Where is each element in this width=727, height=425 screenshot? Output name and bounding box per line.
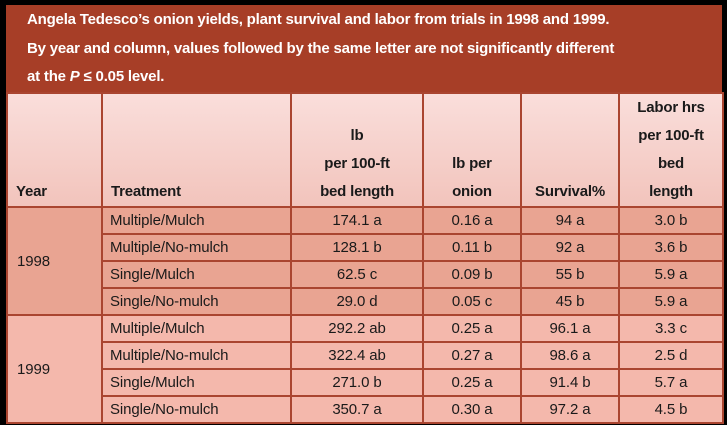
labor-cell: 3.0 b xyxy=(618,206,724,235)
labor-cell: 5.9 a xyxy=(618,260,724,289)
lb-onion-cell: 0.09 b xyxy=(422,260,522,289)
year-cell-1999: 1999 xyxy=(6,314,103,424)
survival-cell: 98.6 a xyxy=(520,341,620,370)
lb-onion-cell: 0.25 a xyxy=(422,314,522,343)
survival-cell: 96.1 a xyxy=(520,314,620,343)
lb-onion-cell: 0.05 c xyxy=(422,287,522,316)
treatment-cell: Single/No-mulch xyxy=(101,287,292,316)
lb-bed-cell: 271.0 b xyxy=(290,368,424,397)
lb-bed-cell: 29.0 d xyxy=(290,287,424,316)
treatment-cell: Multiple/No-mulch xyxy=(101,233,292,262)
lb-bed-cell: 174.1 a xyxy=(290,206,424,235)
data-table: Year Treatment lb per 100-ft bed length … xyxy=(6,92,724,424)
treatment-cell: Single/Mulch xyxy=(101,260,292,289)
treatment-cell: Multiple/Mulch xyxy=(101,206,292,235)
treatment-cell: Single/Mulch xyxy=(101,368,292,397)
lb-onion-cell: 0.27 a xyxy=(422,341,522,370)
column-header-year: Year xyxy=(6,92,103,208)
survival-cell: 94 a xyxy=(520,206,620,235)
caption-line-1: Angela Tedesco’s onion yields, plant sur… xyxy=(27,11,610,28)
caption-line-3-prefix: at the xyxy=(27,68,70,85)
table-row: Single/Mulch 271.0 b 0.25 a 91.4 b 5.7 a xyxy=(7,368,724,397)
table-row: Single/No-mulch 350.7 a 0.30 a 97.2 a 4.… xyxy=(7,395,724,424)
lb-bed-cell: 322.4 ab xyxy=(290,341,424,370)
survival-cell: 92 a xyxy=(520,233,620,262)
lb-onion-cell: 0.30 a xyxy=(422,395,522,424)
labor-cell: 2.5 d xyxy=(618,341,724,370)
caption-line-3: at the P ≤ 0.05 level. xyxy=(27,63,714,92)
table-row: Single/No-mulch 29.0 d 0.05 c 45 b 5.9 a xyxy=(7,287,724,316)
treatment-cell: Multiple/Mulch xyxy=(101,314,292,343)
table-row: Multiple/No-mulch 322.4 ab 0.27 a 98.6 a… xyxy=(7,341,724,370)
column-header-treatment: Treatment xyxy=(101,92,292,208)
lb-onion-cell: 0.16 a xyxy=(422,206,522,235)
survival-cell: 97.2 a xyxy=(520,395,620,424)
column-header-survival: Survival% xyxy=(520,92,620,208)
treatment-cell: Multiple/No-mulch xyxy=(101,341,292,370)
caption-line-2: By year and column, values followed by t… xyxy=(27,39,615,57)
lb-bed-cell: 62.5 c xyxy=(290,260,424,289)
labor-cell: 4.5 b xyxy=(618,395,724,424)
lb-onion-cell: 0.11 b xyxy=(422,233,522,262)
column-header-labor: Labor hrs per 100-ft bed length xyxy=(618,92,724,208)
figure-caption: Angela Tedesco’s onion yields, plant sur… xyxy=(6,5,722,92)
survival-cell: 91.4 b xyxy=(520,368,620,397)
table-row: Multiple/No-mulch 128.1 b 0.11 b 92 a 3.… xyxy=(7,233,724,262)
table-row: 1998 Multiple/Mulch 174.1 a 0.16 a 94 a … xyxy=(6,206,724,316)
lb-bed-cell: 292.2 ab xyxy=(290,314,424,343)
column-header-lb-per-onion: lb per onion xyxy=(422,92,522,208)
caption-line-3-suffix: ≤ 0.05 level. xyxy=(79,68,165,85)
labor-cell: 5.7 a xyxy=(618,368,724,397)
caption-p-symbol: P xyxy=(69,68,80,85)
lb-onion-cell: 0.25 a xyxy=(422,368,522,397)
survival-cell: 45 b xyxy=(520,287,620,316)
survival-cell: 55 b xyxy=(520,260,620,289)
column-header-lb-per-bed: lb per 100-ft bed length xyxy=(290,92,424,208)
table-row: 1999 Multiple/Mulch 292.2 ab 0.25 a 96.1… xyxy=(6,314,724,424)
labor-cell: 3.3 c xyxy=(618,314,724,343)
header-row: Year Treatment lb per 100-ft bed length … xyxy=(6,92,724,208)
table-row: Single/Mulch 62.5 c 0.09 b 55 b 5.9 a xyxy=(7,260,724,289)
labor-cell: 5.9 a xyxy=(618,287,724,316)
lb-bed-cell: 128.1 b xyxy=(290,233,424,262)
lb-bed-cell: 350.7 a xyxy=(290,395,424,424)
treatment-cell: Single/No-mulch xyxy=(101,395,292,424)
year-cell-1998: 1998 xyxy=(6,206,103,316)
labor-cell: 3.6 b xyxy=(618,233,724,262)
